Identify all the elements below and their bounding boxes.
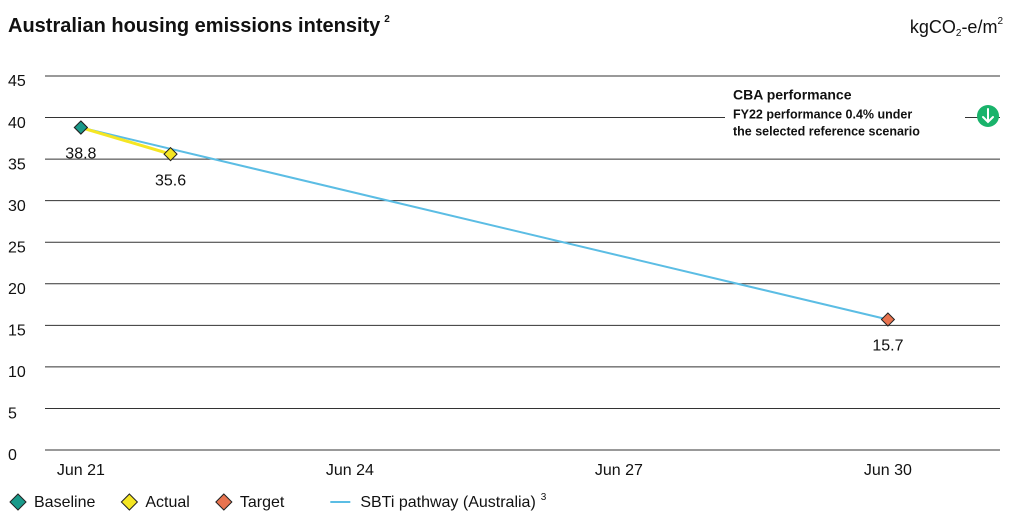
unit: kgCO2-e/m2 (910, 16, 1004, 39)
series-line (80, 126, 171, 156)
x-tick-label: Jun 24 (326, 462, 374, 479)
unit-sub: 2 (956, 28, 962, 39)
legend-text: Target (240, 494, 285, 511)
y-tick-label: 0 (8, 447, 17, 464)
legend-text: Baseline (34, 494, 95, 511)
x-tick-label: Jun 21 (57, 462, 105, 479)
data-label: 35.6 (155, 172, 186, 189)
legend-label: Target (240, 494, 285, 511)
y-tick-label: 5 (8, 406, 17, 423)
y-tick-label: 30 (8, 198, 26, 215)
legend-label: SBTi pathway (Australia) 3 (360, 492, 546, 512)
legend-swatch (120, 493, 139, 511)
annotation-line: the selected reference scenario (733, 124, 920, 138)
legend-swatch (215, 493, 233, 511)
legend-label: Actual (145, 494, 189, 511)
title-note: 2 (384, 14, 390, 25)
marker (163, 146, 178, 162)
legend-note: 3 (541, 492, 547, 503)
series-line (80, 126, 889, 321)
y-tick-label: 35 (8, 156, 26, 173)
annotation-bg (725, 78, 965, 140)
x-tick-label: Jun 30 (864, 462, 912, 479)
y-tick-label: 10 (8, 364, 26, 381)
y-tick-label: 20 (8, 281, 26, 298)
y-tick-label: 15 (8, 323, 26, 340)
x-tick-label: Jun 27 (595, 462, 643, 479)
data-label: 38.8 (65, 146, 96, 163)
legend-text: Actual (145, 494, 189, 511)
data-label: 15.7 (872, 338, 903, 355)
y-tick-label: 45 (8, 73, 26, 90)
annotation-line: FY22 performance 0.4% under (733, 107, 912, 121)
y-tick-label: 25 (8, 239, 26, 256)
unit-main: kgCO (910, 17, 956, 37)
y-tick-label: 40 (8, 115, 26, 132)
chart-title: Australian housing emissions intensity 2 (8, 14, 390, 38)
title-text: Australian housing emissions intensity (8, 15, 381, 37)
unit-sup: 2 (997, 16, 1003, 27)
down-icon (977, 105, 999, 127)
marker (73, 120, 89, 135)
legend-label: Baseline (34, 494, 95, 511)
unit-rest: -e/m (961, 17, 997, 37)
legend-text: SBTi pathway (Australia) (360, 494, 535, 511)
annotation-title: CBA performance (733, 87, 852, 103)
legend-swatch (9, 493, 27, 511)
marker (880, 312, 896, 327)
